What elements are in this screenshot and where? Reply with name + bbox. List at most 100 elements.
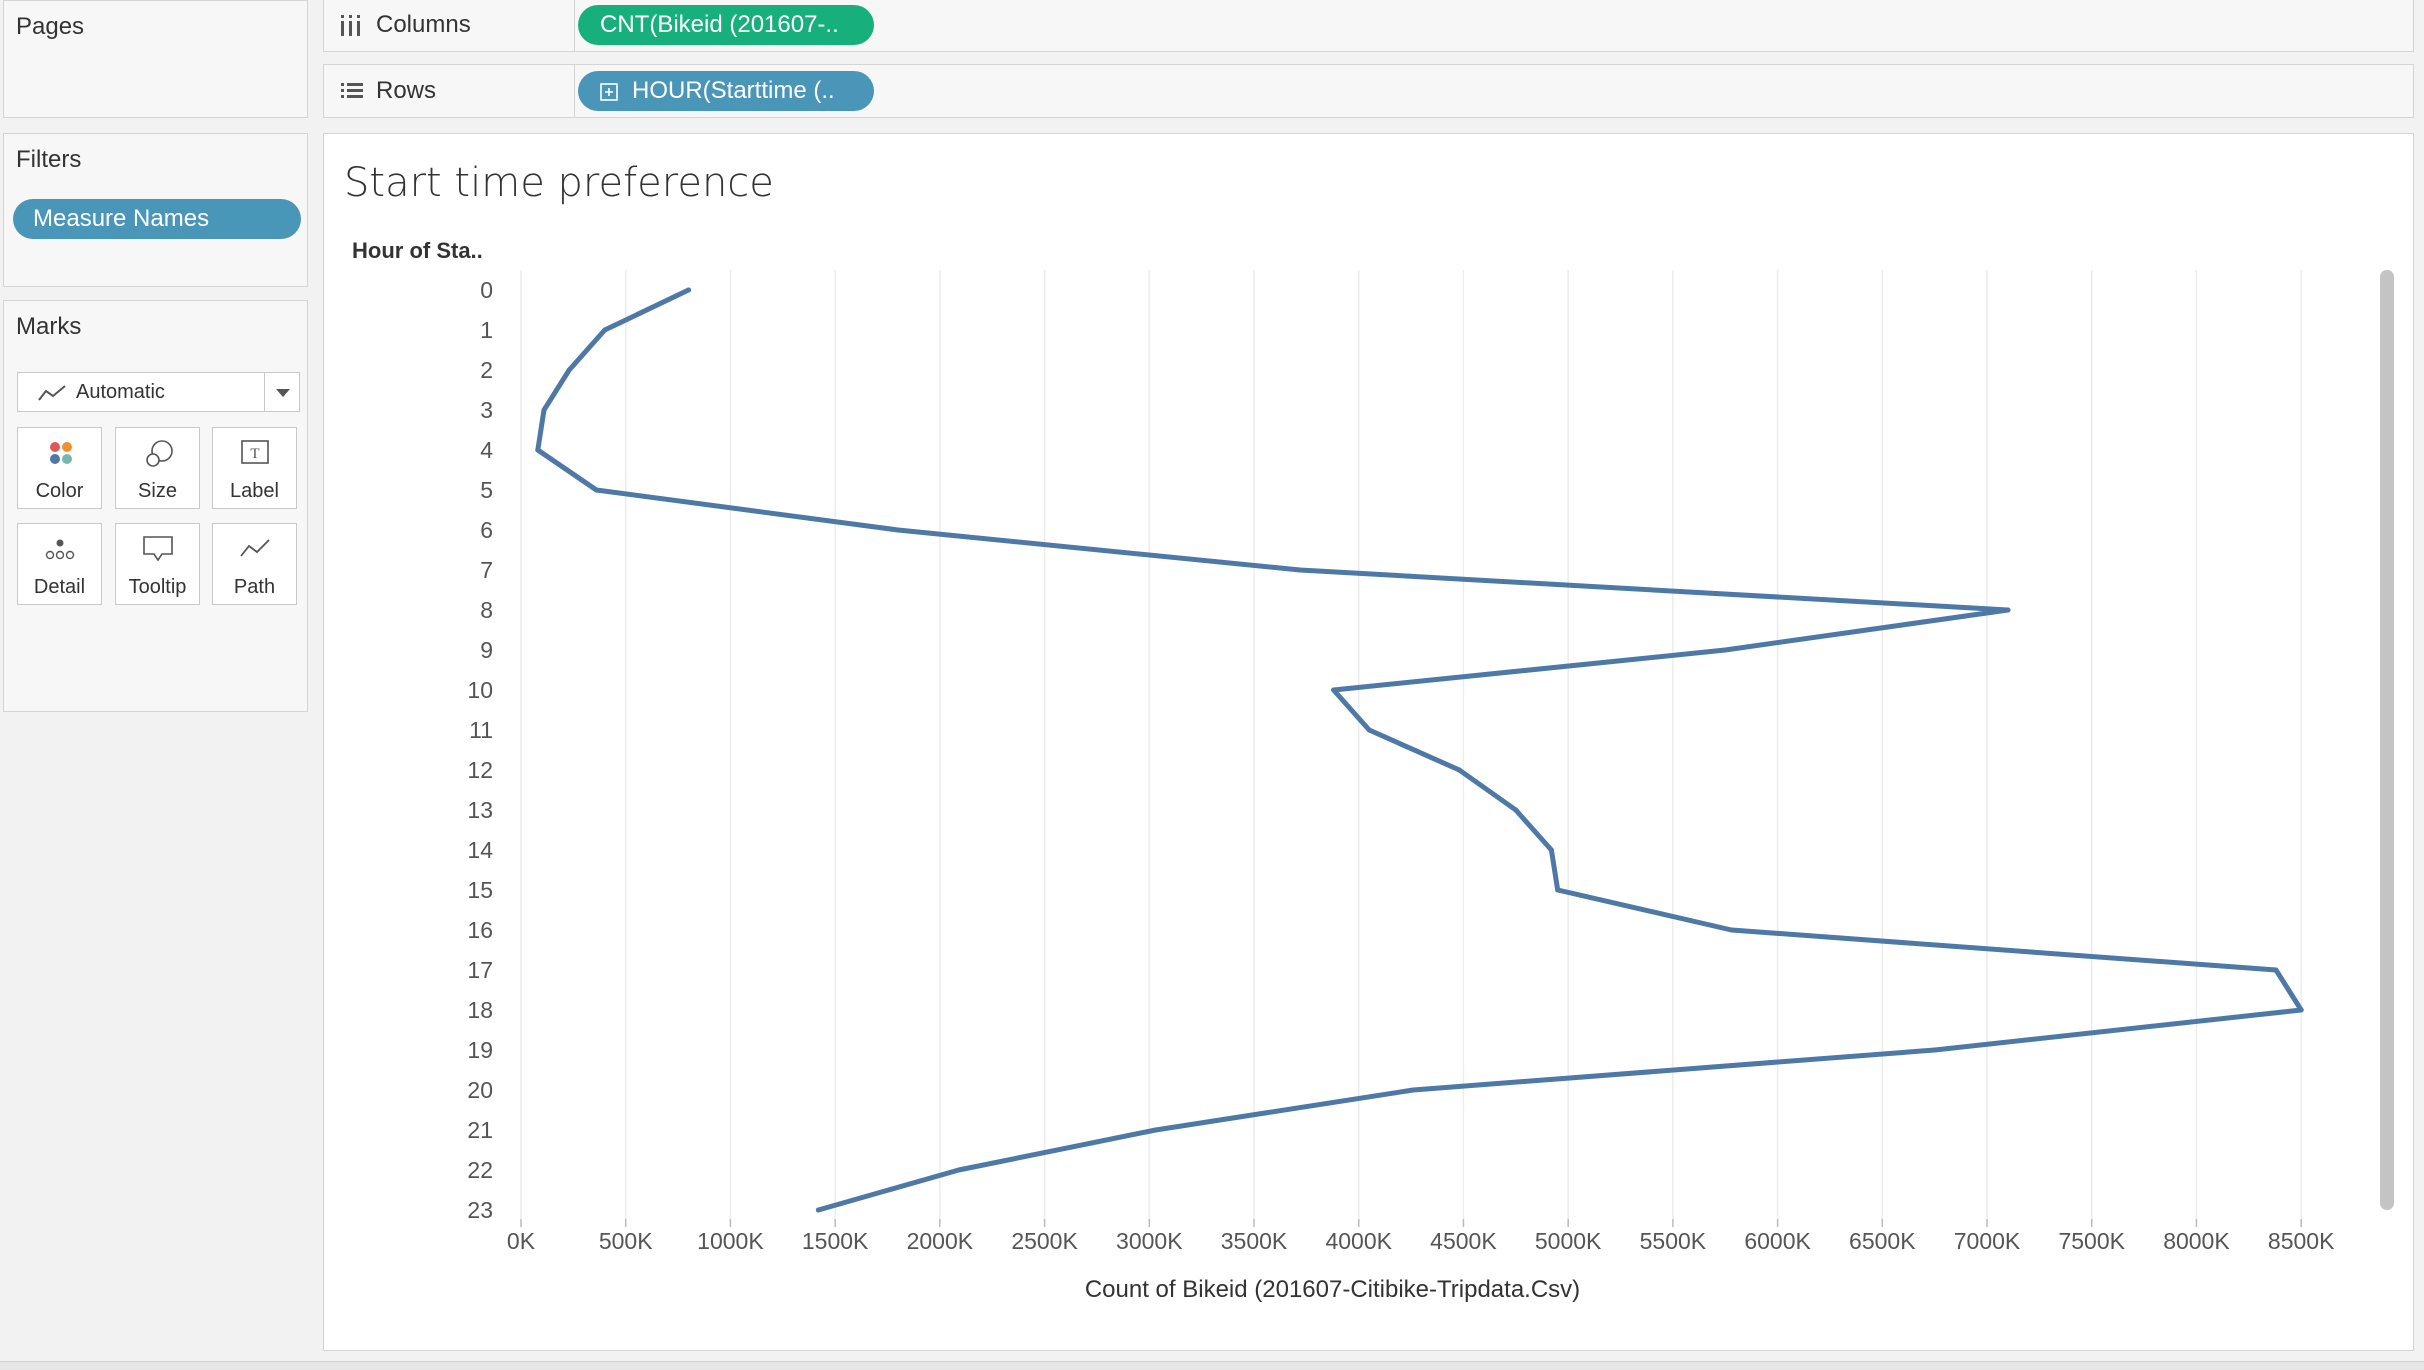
sheet-tabs-strip[interactable] bbox=[0, 1361, 2424, 1370]
size-circles-icon bbox=[146, 440, 173, 467]
data-point[interactable] bbox=[535, 447, 541, 453]
data-point[interactable] bbox=[815, 1207, 821, 1213]
y-tick-label: 5 bbox=[480, 477, 493, 503]
data-point[interactable] bbox=[956, 1167, 962, 1173]
x-tick-label: 500K bbox=[599, 1228, 653, 1254]
x-tick-label: 5500K bbox=[1640, 1228, 1707, 1254]
filters-title: Filters bbox=[16, 146, 82, 173]
vertical-scrollbar[interactable] bbox=[2380, 270, 2394, 1210]
x-tick-label: 3000K bbox=[1116, 1228, 1183, 1254]
data-point[interactable] bbox=[1366, 727, 1372, 733]
data-point[interactable] bbox=[1722, 647, 1728, 653]
x-axis-title: Count of Bikeid (201607-Citibike-Tripdat… bbox=[1085, 1276, 1580, 1303]
columns-pill[interactable]: CNT(Bikeid (201607-.. bbox=[578, 5, 874, 45]
data-point[interactable] bbox=[895, 527, 901, 533]
y-tick-label: 21 bbox=[467, 1117, 493, 1143]
data-point[interactable] bbox=[1410, 1087, 1416, 1093]
x-tick-label: 7500K bbox=[2058, 1228, 2125, 1254]
columns-label: Columns bbox=[376, 11, 471, 38]
y-tick-label: 20 bbox=[467, 1077, 493, 1103]
data-point[interactable] bbox=[593, 487, 599, 493]
data-point[interactable] bbox=[1297, 567, 1303, 573]
y-tick-label: 9 bbox=[480, 637, 493, 663]
color-button-label: Color bbox=[35, 480, 84, 502]
data-point[interactable] bbox=[1456, 767, 1462, 773]
data-point[interactable] bbox=[541, 407, 547, 413]
rows-shelf-header: Rows bbox=[324, 65, 575, 117]
y-tick-label: 7 bbox=[480, 557, 493, 583]
rows-shelf[interactable]: Rows HOUR(Starttime (.. bbox=[323, 64, 2414, 118]
data-point[interactable] bbox=[2005, 607, 2011, 613]
x-tick-label: 4500K bbox=[1430, 1228, 1497, 1254]
data-point[interactable] bbox=[686, 287, 691, 293]
columns-shelf-header: Columns bbox=[324, 0, 575, 51]
y-tick-label: 12 bbox=[467, 757, 493, 783]
data-point[interactable] bbox=[2298, 1007, 2304, 1013]
data-point[interactable] bbox=[2273, 967, 2279, 973]
x-tick-label: 7000K bbox=[1954, 1228, 2021, 1254]
y-tick-label: 0 bbox=[480, 277, 493, 303]
y-tick-label: 15 bbox=[467, 877, 493, 903]
marks-card[interactable]: Marks Automatic Color Size bbox=[3, 300, 308, 712]
size-button[interactable]: Size bbox=[115, 427, 200, 509]
color-dots-icon bbox=[50, 442, 72, 464]
data-point[interactable] bbox=[1729, 927, 1734, 933]
tooltip-button[interactable]: Tooltip bbox=[115, 523, 200, 605]
mark-type-label: Automatic bbox=[76, 381, 165, 403]
filter-pill-measure-names[interactable]: Measure Names bbox=[13, 199, 301, 239]
y-tick-label: 2 bbox=[480, 357, 493, 383]
y-tick-label: 17 bbox=[467, 957, 493, 983]
y-tick-label: 13 bbox=[467, 797, 493, 823]
detail-button[interactable]: Detail bbox=[17, 523, 102, 605]
speech-bubble-icon bbox=[143, 536, 173, 562]
x-tick-label: 8000K bbox=[2163, 1228, 2230, 1254]
line-mark-icon bbox=[38, 385, 66, 401]
columns-shelf[interactable]: Columns CNT(Bikeid (201607-.. bbox=[323, 0, 2414, 52]
chevron-down-icon[interactable] bbox=[264, 373, 299, 411]
data-point[interactable] bbox=[566, 367, 572, 373]
data-point[interactable] bbox=[1513, 807, 1519, 813]
rows-label: Rows bbox=[376, 77, 437, 104]
svg-text:T: T bbox=[250, 446, 259, 462]
rows-pill[interactable]: HOUR(Starttime (.. bbox=[578, 71, 874, 111]
y-tick-label: 16 bbox=[467, 917, 493, 943]
detail-button-label: Detail bbox=[33, 576, 86, 598]
chart-view[interactable]: Start time preference Hour of Sta.. 0K 500… bbox=[323, 133, 2414, 1351]
data-point[interactable] bbox=[1331, 687, 1337, 693]
y-tick-label: 22 bbox=[467, 1157, 493, 1183]
x-tick-label: 5000K bbox=[1535, 1228, 1602, 1254]
filters-card[interactable]: Filters Measure Names bbox=[3, 133, 308, 287]
path-button[interactable]: Path bbox=[212, 523, 297, 605]
mark-type-dropdown[interactable]: Automatic bbox=[17, 372, 300, 412]
data-point[interactable] bbox=[1153, 1127, 1159, 1133]
expand-plus-icon[interactable] bbox=[600, 83, 618, 101]
color-button[interactable]: Color bbox=[17, 427, 102, 509]
x-tick-label: 1000K bbox=[697, 1228, 764, 1254]
data-point[interactable] bbox=[602, 327, 608, 333]
y-tick-label: 10 bbox=[467, 677, 493, 703]
y-tick-label: 6 bbox=[480, 517, 493, 543]
detail-dots-icon bbox=[45, 539, 75, 560]
x-tick-label: 2000K bbox=[907, 1228, 974, 1254]
pages-title: Pages bbox=[16, 13, 85, 40]
text-box-icon: T bbox=[241, 440, 269, 464]
label-button[interactable]: T Label bbox=[212, 427, 297, 509]
row-axis-header: Hour of Sta.. bbox=[352, 238, 483, 263]
tooltip-button-label: Tooltip bbox=[128, 576, 187, 598]
path-line-icon bbox=[240, 539, 270, 557]
x-tick-label: 3500K bbox=[1221, 1228, 1288, 1254]
y-tick-label: 3 bbox=[480, 397, 493, 423]
x-tick-label: 4000K bbox=[1325, 1228, 1392, 1254]
columns-icon bbox=[341, 15, 360, 36]
y-tick-label: 14 bbox=[467, 837, 493, 863]
path-button-label: Path bbox=[233, 576, 276, 598]
rows-icon bbox=[341, 83, 363, 98]
pages-card[interactable]: Pages bbox=[3, 0, 308, 118]
line-chart[interactable]: Hour of Sta.. 0K 500K 1000K 1500K 2000K 2500K 3… bbox=[324, 134, 2415, 1352]
size-button-label: Size bbox=[138, 480, 177, 502]
data-point[interactable] bbox=[1548, 847, 1554, 853]
data-point[interactable] bbox=[1555, 887, 1561, 893]
data-point[interactable] bbox=[1932, 1047, 1938, 1053]
series-line[interactable] bbox=[535, 287, 2304, 1213]
